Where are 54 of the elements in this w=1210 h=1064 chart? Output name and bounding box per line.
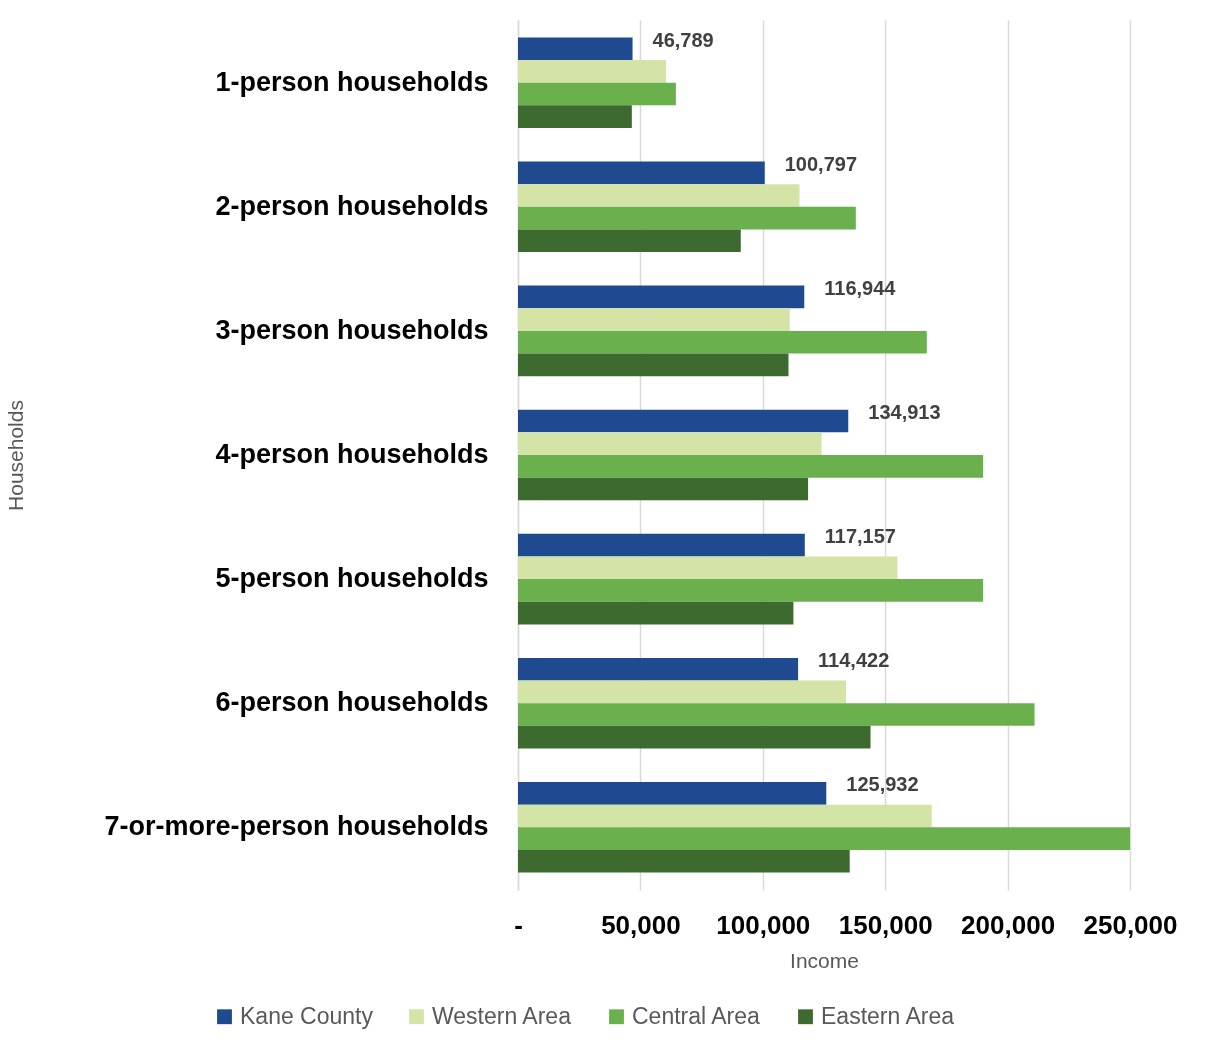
bar: [518, 82, 676, 106]
bar: [518, 782, 827, 805]
bar: [518, 827, 1130, 850]
bar: [518, 60, 667, 83]
bar: [518, 184, 800, 207]
bar: [518, 161, 765, 185]
bar: [518, 229, 741, 253]
legend-label: Central Area: [632, 1002, 761, 1029]
x-tick-label: 250,000: [1083, 909, 1178, 940]
x-tick-label: 100,000: [716, 909, 811, 940]
x-tick-label: 200,000: [961, 909, 1056, 940]
data-label: 134,913: [868, 401, 941, 424]
bar: [518, 285, 805, 309]
y-tick-label: 2-person households: [215, 190, 489, 221]
legend-label: Western Area: [432, 1002, 572, 1029]
legend-label: Eastern Area: [821, 1002, 955, 1029]
bar: [518, 409, 849, 433]
data-label: 117,157: [824, 525, 896, 548]
x-tick-label: 150,000: [838, 909, 933, 940]
data-label: 114,422: [818, 649, 890, 672]
bar: [518, 455, 984, 478]
y-tick-label: 4-person households: [215, 439, 489, 469]
bar: [518, 725, 871, 749]
bar: [518, 432, 822, 455]
y-tick-label: 5-person households: [215, 563, 489, 594]
y-tick-label: 1-person households: [215, 66, 489, 97]
y-tick-label: 7-or-more-person households: [104, 811, 489, 842]
bar: [518, 353, 789, 377]
bar: [518, 657, 799, 681]
bar: [518, 579, 984, 602]
bar: [518, 556, 898, 580]
bar: [518, 849, 850, 873]
bar: [518, 308, 790, 331]
bar: [518, 680, 847, 704]
y-axis-title: Households: [3, 400, 27, 511]
bar: [518, 703, 1035, 726]
y-tick-label: 3-person households: [215, 314, 489, 345]
bar: [518, 533, 805, 557]
bar: [518, 804, 932, 828]
data-label: 46,789: [652, 28, 714, 51]
x-tick-label: -: [514, 909, 523, 940]
bar: [518, 330, 927, 354]
bar: [518, 477, 809, 501]
data-label: 100,797: [784, 152, 858, 175]
data-label: 116,944: [824, 276, 897, 299]
bar: [518, 37, 633, 61]
x-axis-title: Income: [790, 948, 859, 972]
bar: [518, 601, 794, 625]
bar: [518, 105, 632, 128]
legend-label: Kane County: [240, 1002, 374, 1029]
x-tick-label: 50,000: [601, 909, 681, 940]
bar: [518, 206, 856, 230]
y-tick-label: 6-person households: [215, 687, 489, 718]
data-label: 125,932: [846, 773, 919, 796]
